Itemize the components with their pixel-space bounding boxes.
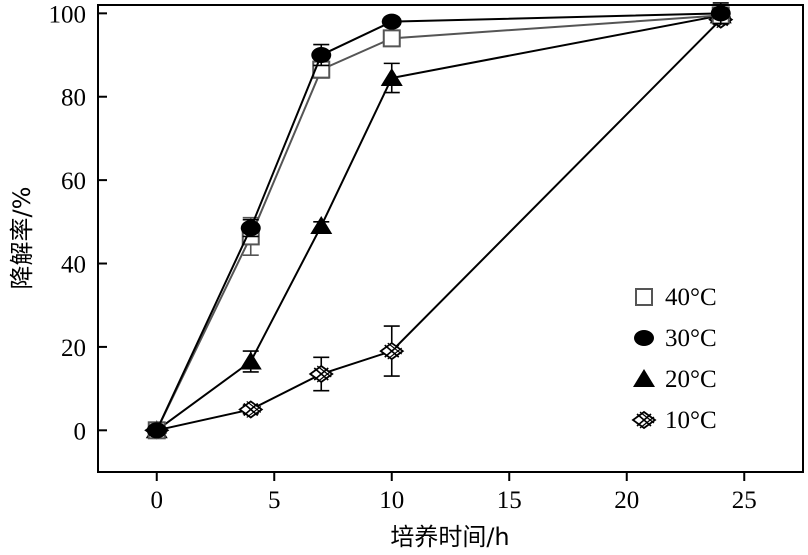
- x-ticks: 0 5 10 15 20 25: [151, 472, 757, 514]
- crossed-diamond-marker: [308, 364, 334, 384]
- crossed-diamond-marker: [631, 410, 657, 430]
- legend-item: 20°C: [633, 366, 717, 393]
- legend-label: 40°C: [665, 284, 717, 311]
- legend: 40°C 30°C 20°C 10°C: [631, 284, 717, 434]
- circle-marker: [240, 220, 261, 237]
- triangle-marker: [380, 67, 403, 86]
- circle-marker: [146, 422, 167, 439]
- triangle-marker: [239, 351, 262, 370]
- x-tick-label: 20: [614, 487, 639, 514]
- triangle-marker: [310, 215, 333, 234]
- circle-marker: [710, 5, 731, 22]
- cross-line: [316, 370, 332, 383]
- y-ticks: 0 20 40 60 80 100: [49, 1, 107, 445]
- cross-line: [313, 367, 329, 381]
- circle-marker: [381, 13, 402, 30]
- circle-marker: [311, 47, 332, 64]
- x-tick-label: 15: [497, 487, 522, 514]
- legend-item: 30°C: [634, 325, 717, 352]
- cross-line: [243, 402, 259, 417]
- legend-label: 30°C: [665, 325, 717, 352]
- y-tick-label: 40: [61, 252, 86, 279]
- cross-line: [387, 342, 403, 355]
- cross-line: [387, 347, 403, 360]
- series-layer: [144, 2, 734, 440]
- legend-label: 10°C: [665, 407, 717, 434]
- cross-line: [639, 416, 655, 429]
- y-tick-label: 20: [61, 335, 86, 362]
- cross-line: [316, 365, 332, 378]
- x-tick-label: 5: [268, 487, 281, 514]
- x-axis-title: 培养时间/h: [390, 523, 509, 551]
- y-axis-title: 降解率/%: [8, 187, 36, 290]
- series-1: [146, 2, 731, 439]
- legend-item: 40°C: [635, 284, 717, 311]
- y-tick-label: 100: [49, 1, 87, 28]
- crossed-diamond-marker: [379, 341, 405, 361]
- x-tick-label: 25: [732, 487, 757, 514]
- legend-item: 10°C: [631, 407, 717, 434]
- square-marker: [635, 288, 653, 306]
- legend-label: 20°C: [665, 366, 717, 393]
- triangle-marker: [633, 369, 655, 387]
- cross-line: [639, 411, 655, 424]
- cross-line: [246, 405, 262, 418]
- x-tick-label: 0: [151, 487, 164, 514]
- cross-line: [246, 400, 262, 413]
- plot-frame: [97, 4, 804, 473]
- crossed-diamond-marker: [238, 400, 264, 419]
- y-tick-label: 80: [61, 85, 86, 112]
- cross-line: [384, 344, 400, 358]
- cross-line: [636, 413, 652, 427]
- y-tick-label: 60: [61, 168, 86, 195]
- x-tick-label: 10: [379, 487, 404, 514]
- y-tick-label: 0: [74, 418, 87, 445]
- circle-marker: [634, 330, 654, 346]
- square-marker: [382, 29, 401, 48]
